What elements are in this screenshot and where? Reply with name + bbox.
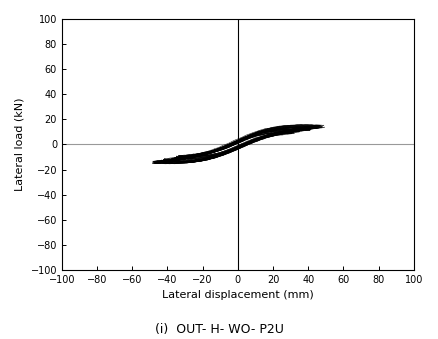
Y-axis label: Lateral load (kN): Lateral load (kN) bbox=[15, 98, 25, 191]
Text: (i)  OUT- H- WO- P2U: (i) OUT- H- WO- P2U bbox=[155, 323, 283, 336]
X-axis label: Lateral displacement (mm): Lateral displacement (mm) bbox=[162, 290, 314, 300]
